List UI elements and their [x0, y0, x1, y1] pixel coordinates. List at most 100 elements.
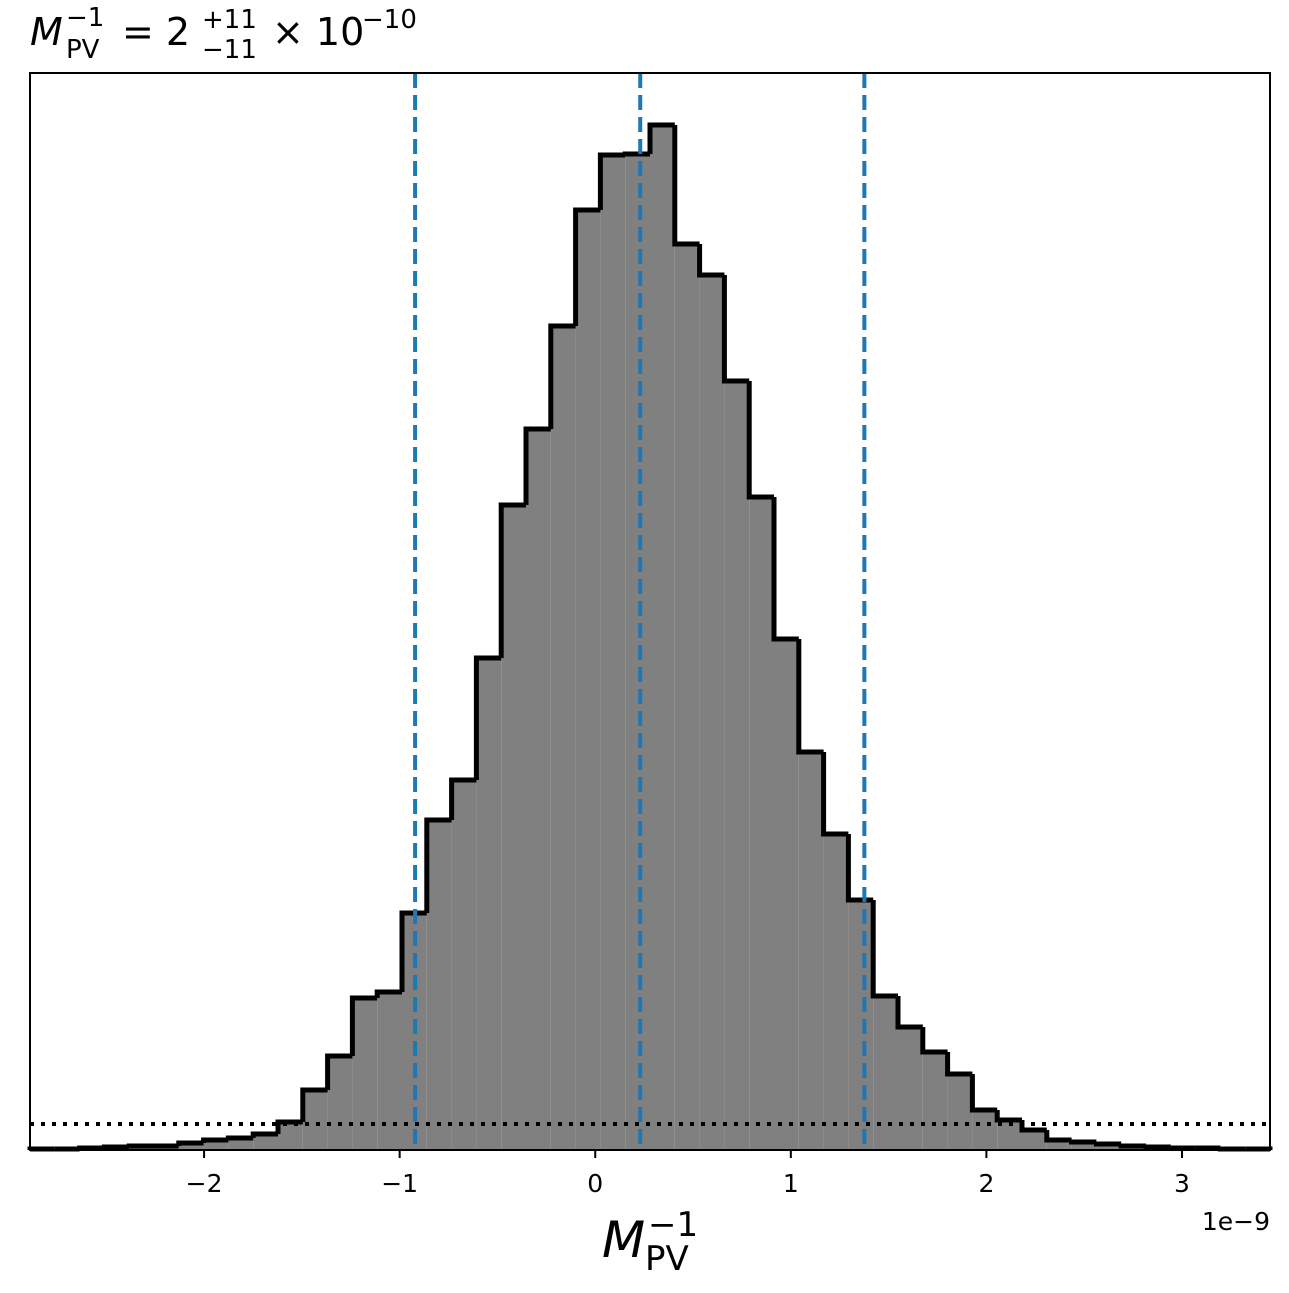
- bar-outline: [771, 497, 799, 642]
- x-tick-label: 0: [587, 1169, 603, 1198]
- bar: [203, 1140, 229, 1150]
- x-axis-label: M −1 PV: [602, 1205, 698, 1279]
- bar-outline: [201, 1137, 229, 1143]
- bar-outline: [1217, 1146, 1246, 1152]
- bar: [848, 900, 874, 1150]
- bar: [699, 275, 725, 1150]
- title-symbol-sub: PV: [66, 35, 100, 65]
- bar-outline: [424, 817, 452, 913]
- bar: [575, 210, 601, 1150]
- x-offset-label: 1e−9: [1202, 1207, 1270, 1236]
- bar-outline: [250, 1131, 278, 1138]
- bar-outline: [920, 1027, 948, 1055]
- title-value: = 2: [122, 10, 190, 54]
- bar: [749, 497, 774, 1150]
- bar-outline: [473, 655, 502, 780]
- bar: [377, 992, 402, 1150]
- x-tick-label: −2: [186, 1169, 223, 1198]
- bar: [873, 996, 898, 1150]
- bar: [625, 154, 650, 1150]
- bar: [451, 780, 477, 1150]
- title-symbol-sup: −1: [66, 3, 104, 33]
- bar: [327, 1056, 353, 1150]
- bar-outline: [523, 426, 551, 505]
- bar: [228, 1138, 254, 1150]
- bar-outline: [374, 989, 402, 998]
- bar-outline: [845, 834, 874, 903]
- bar: [278, 1122, 303, 1150]
- bar-outline: [1044, 1130, 1072, 1143]
- bar-outline: [969, 1074, 998, 1113]
- bar-outline: [994, 1110, 1022, 1123]
- x-tick-label: 1: [783, 1169, 799, 1198]
- bar-outline: [721, 275, 750, 384]
- bar-outline: [821, 752, 849, 837]
- bar: [600, 155, 626, 1150]
- bar-outline: [945, 1052, 973, 1077]
- x-label-sub: PV: [645, 1239, 689, 1279]
- bar-outline: [300, 1087, 328, 1122]
- bar: [1046, 1140, 1072, 1150]
- bar: [550, 326, 576, 1150]
- bar-outline: [349, 995, 378, 1056]
- bar: [674, 244, 700, 1150]
- bar-outline: [548, 323, 576, 429]
- bar-outline: [895, 996, 923, 1030]
- bar-outline: [77, 1145, 105, 1151]
- bar: [724, 381, 750, 1150]
- bar-outline: [1118, 1143, 1146, 1149]
- bar-outline: [449, 777, 477, 820]
- bar-outline: [325, 1053, 353, 1090]
- bar: [426, 820, 452, 1150]
- title-times: × 10: [272, 10, 364, 54]
- bar-outline: [796, 639, 824, 755]
- bar: [798, 752, 824, 1150]
- bar-outline: [1069, 1139, 1097, 1145]
- bar: [922, 1052, 948, 1150]
- x-tick-label: 3: [1174, 1169, 1190, 1198]
- bar: [1071, 1142, 1097, 1150]
- bar-outline: [697, 244, 725, 278]
- bar: [526, 429, 551, 1150]
- bar-outline: [225, 1135, 254, 1141]
- bar-outline: [126, 1143, 154, 1149]
- bar: [774, 639, 799, 1150]
- bar: [650, 125, 675, 1150]
- bar-outline: [870, 900, 898, 999]
- bar-outline: [597, 152, 626, 210]
- bar: [1022, 1130, 1047, 1150]
- bar: [501, 505, 526, 1150]
- title-exponent: −10: [362, 5, 417, 35]
- x-tick-label: 2: [978, 1169, 994, 1198]
- bar-outline: [399, 910, 427, 992]
- bar-outline: [746, 381, 774, 500]
- bar: [1096, 1144, 1122, 1150]
- bar-outline: [1168, 1145, 1196, 1151]
- bar-outline: [1093, 1141, 1122, 1147]
- x-tick-label: −1: [381, 1169, 418, 1198]
- chart-title: M −1 PV = 2 +11 −11 × 10 −10: [30, 3, 417, 65]
- bar: [476, 658, 502, 1150]
- title-upper: +11: [202, 5, 257, 35]
- bar-outline: [672, 125, 700, 247]
- bar-outline: [498, 502, 526, 658]
- bar: [823, 834, 849, 1150]
- bar-outline: [622, 151, 650, 157]
- title-lower: −11: [202, 35, 257, 65]
- plot-frame: [29, 72, 1271, 1151]
- bar-outline: [1143, 1144, 1171, 1150]
- bar-outline: [101, 1144, 130, 1150]
- bar-outline: [573, 207, 601, 326]
- bar-outline: [647, 122, 675, 154]
- bar: [253, 1134, 278, 1150]
- bar: [972, 1110, 998, 1150]
- bar: [898, 1027, 923, 1150]
- bar-outline: [176, 1140, 204, 1146]
- bar: [302, 1090, 328, 1150]
- x-label-symbol: M: [602, 1211, 645, 1269]
- title-symbol: M: [30, 10, 63, 54]
- bar: [178, 1143, 204, 1150]
- bar: [352, 998, 378, 1150]
- x-label-sup: −1: [648, 1205, 698, 1245]
